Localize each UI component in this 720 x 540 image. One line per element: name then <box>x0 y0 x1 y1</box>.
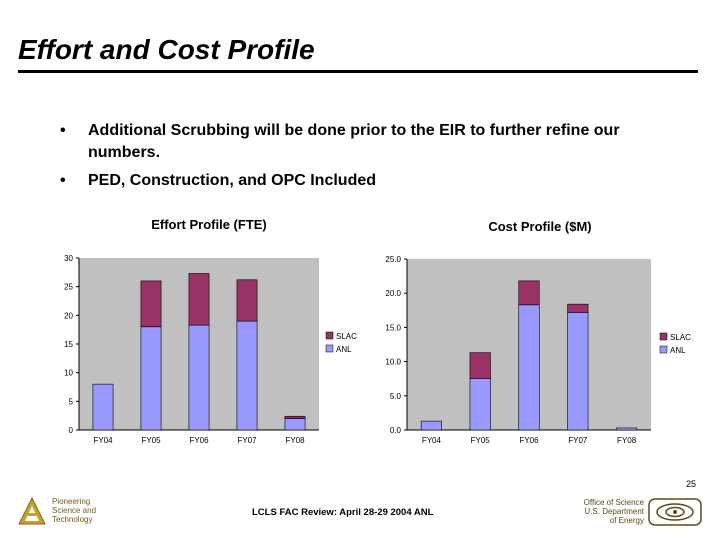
effort-y-tick-label: 10 <box>64 369 73 378</box>
doe-office-of-science-icon <box>648 498 702 526</box>
effort-bar-slac-fy07 <box>236 279 258 322</box>
org-tagline: Pioneering Science and Technology <box>52 497 132 524</box>
cost-x-tick-label: FY06 <box>519 436 539 445</box>
effort-y-tick-label: 15 <box>64 340 73 349</box>
bullet-icon: • <box>60 122 66 139</box>
doe-text-line: U.S. Department <box>584 507 644 516</box>
effort-bar-slac-fy06 <box>188 273 210 326</box>
cost-bar-slac-fy05 <box>469 352 491 379</box>
cost-chart-title: Cost Profile ($M) <box>488 219 591 234</box>
effort-chart-title: Effort Profile (FTE) <box>151 217 267 232</box>
effort-bar-anl-fy08 <box>284 418 306 431</box>
bullet-text: PED, Construction, and OPC Included <box>88 172 377 189</box>
bullet-text: Additional Scrubbing will be done prior … <box>88 122 620 161</box>
cost-bar-anl-fy07 <box>567 312 589 431</box>
org-tagline-line: Technology <box>52 515 93 524</box>
org-tagline-line: Pioneering <box>52 497 91 506</box>
cost-bar-anl-fy04 <box>420 420 442 431</box>
effort-legend-swatch-anl <box>325 344 334 353</box>
cost-bar-slac-fy07 <box>567 303 589 313</box>
effort-bar-anl-fy04 <box>92 383 114 431</box>
effort-y-tick-label: 25 <box>64 283 73 292</box>
cost-y-tick-label: 15.0 <box>385 323 401 332</box>
cost-bar-anl-fy06 <box>518 304 540 431</box>
cost-x-tick-label: FY08 <box>617 436 637 445</box>
effort-x-tick-label: FY04 <box>93 436 113 445</box>
effort-y-tick-label: 30 <box>64 254 73 263</box>
cost-chart-svg: Cost Profile ($M) 0.0 5.0 10.0 15.0 20.0 25.0 F… <box>385 219 691 445</box>
effort-chart-svg: Effort Profile (FTE) 0 5 10 15 20 25 30 FY04 FY05… <box>64 217 357 445</box>
effort-y-tick-label: 20 <box>64 311 73 320</box>
cost-bar-slac-fy06 <box>518 280 540 306</box>
doe-text: Office of Science U.S. Department of Ene… <box>554 498 644 525</box>
effort-legend-swatch-slac <box>325 331 334 340</box>
effort-bar-anl-fy05 <box>140 326 162 431</box>
cost-profile-chart: Cost Profile ($M) 0.0 5.0 10.0 15.0 20.0 25.0 F… <box>378 202 700 460</box>
org-tagline-line: Science and <box>52 506 97 515</box>
effort-bar-slac-fy08 <box>284 415 306 419</box>
effort-x-tick-label: FY08 <box>285 436 305 445</box>
bullet-list: • Additional Scrubbing will be done prio… <box>60 120 680 198</box>
effort-x-tick-label: FY07 <box>237 436 257 445</box>
effort-bar-anl-fy06 <box>188 324 210 431</box>
cost-bar-anl-fy08 <box>616 427 638 431</box>
bullet-item: • Additional Scrubbing will be done prio… <box>60 120 680 164</box>
footer-event: LCLS FAC Review: April 28-29 2004 ANL <box>252 507 434 518</box>
title-underline <box>18 70 698 73</box>
doe-text-line: of Energy <box>609 516 644 525</box>
cost-x-tick-label: FY04 <box>422 436 442 445</box>
cost-x-tick-label: FY05 <box>471 436 491 445</box>
effort-x-tick-label: FY05 <box>141 436 161 445</box>
effort-bar-anl-fy07 <box>236 320 258 431</box>
doe-text-line: Office of Science <box>583 498 644 507</box>
cost-y-tick-label: 0.0 <box>390 426 402 435</box>
cost-y-tick-label: 5.0 <box>390 392 402 401</box>
cost-bar-anl-fy05 <box>469 378 491 431</box>
effort-x-tick-label: FY06 <box>189 436 209 445</box>
effort-y-tick-label: 0 <box>69 426 74 435</box>
effort-profile-chart: Effort Profile (FTE) 0 5 10 15 20 25 30 FY04 FY05… <box>56 210 372 460</box>
effort-bar-slac-fy05 <box>140 280 162 328</box>
page-number: 25 <box>686 479 697 489</box>
bullet-item: • PED, Construction, and OPC Included <box>60 170 680 192</box>
slide-title: Effort and Cost Profile <box>18 34 315 65</box>
cost-legend-label-anl: ANL <box>670 346 686 355</box>
effort-y-tick-label: 5 <box>69 397 74 406</box>
cost-legend-label-slac: SLAC <box>670 333 691 342</box>
cost-y-tick-label: 20.0 <box>385 289 401 298</box>
cost-y-tick-label: 10.0 <box>385 358 401 367</box>
cost-y-tick-label: 25.0 <box>385 255 401 264</box>
effort-legend-label-slac: SLAC <box>336 332 357 341</box>
cost-legend-swatch-anl <box>659 345 668 354</box>
effort-legend-label-anl: ANL <box>336 345 352 354</box>
bullet-icon: • <box>60 172 66 189</box>
footer-doe: Office of Science U.S. Department of Ene… <box>560 498 710 528</box>
argonne-logo-icon <box>18 497 46 525</box>
cost-x-tick-label: FY07 <box>568 436 588 445</box>
cost-legend-swatch-slac <box>659 332 668 341</box>
